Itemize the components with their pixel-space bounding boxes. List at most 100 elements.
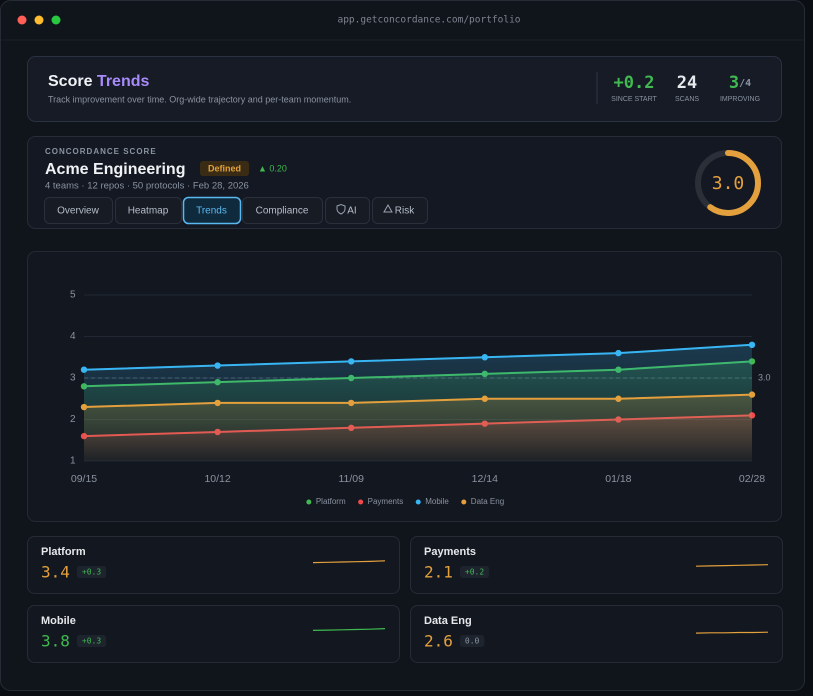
org-meta: 4 teams · 12 repos · 50 protocols · Feb …: [45, 181, 249, 192]
tab-label: Compliance: [256, 206, 309, 217]
stat-number: +0.2: [614, 73, 655, 93]
chart: 1 2 3 4 5 3.0 09/15 10/12 11/09 12/14 01/18 02/28 Pl…: [70, 290, 771, 506]
stat-value: +0.2: [614, 73, 655, 93]
x-tick-label: 02/28: [739, 473, 765, 485]
legend-swatch: [415, 499, 421, 505]
stat-label: SINCE START: [611, 96, 657, 103]
team-card[interactable]: [410, 536, 783, 594]
tab[interactable]: [182, 196, 242, 225]
stat-suffix: /4: [739, 78, 751, 89]
legend-swatch: [358, 499, 364, 505]
tab-label: AI: [347, 206, 356, 217]
score-ring: [695, 150, 761, 216]
reference-label: 3.0: [758, 372, 771, 382]
series-point: [481, 354, 488, 361]
team-delta-badge: [76, 635, 107, 647]
team-name: Data Eng: [424, 615, 472, 627]
series-point: [615, 349, 622, 357]
close-dot[interactable]: [17, 15, 27, 25]
stat-label: SCANS: [675, 96, 699, 103]
tab[interactable]: [242, 197, 323, 224]
x-tick-label: 12/14: [472, 473, 498, 485]
y-tick-label: 1: [70, 456, 76, 467]
y-tick-label: 5: [70, 290, 76, 301]
team-delta: 0.0: [465, 637, 480, 646]
team-score: 2.6: [424, 632, 453, 651]
tab[interactable]: [325, 197, 370, 224]
legend-label: Platform: [316, 497, 346, 506]
team-name: Payments: [424, 546, 476, 558]
series-point: [80, 403, 88, 411]
series-point: [214, 399, 221, 407]
org-delta: ▲ 0.20: [258, 163, 287, 173]
header-subtitle: Track improvement over time. Org-wide tr…: [48, 94, 351, 104]
team-card[interactable]: [410, 605, 783, 663]
x-tick-label: 11/09: [338, 473, 364, 485]
stat-value: 3/4: [729, 73, 751, 93]
team-sparkline: [695, 631, 769, 634]
header-card: [27, 56, 782, 122]
team-name: Mobile: [41, 615, 76, 627]
team-delta: +0.2: [465, 568, 484, 577]
legend-label: Data Eng: [471, 497, 504, 506]
org-badge: [200, 161, 249, 176]
tab[interactable]: [44, 197, 113, 224]
team-delta-badge: [459, 566, 490, 578]
series-point: [214, 362, 221, 369]
team-sparkline: [695, 564, 769, 567]
tab-icon-shield: [336, 203, 346, 215]
url: app.getconcordance.com/portfolio: [337, 15, 520, 26]
x-tick-label: 01/18: [605, 473, 631, 485]
tab-label: Risk: [395, 206, 415, 217]
team-card[interactable]: [27, 536, 400, 594]
series-point: [348, 358, 355, 365]
team-card[interactable]: [27, 605, 400, 663]
minimize-dot[interactable]: [34, 15, 44, 25]
header-title: Score Trends: [48, 73, 149, 90]
zoom-dot[interactable]: [51, 15, 61, 25]
x-tick-label: 10/12: [204, 473, 230, 485]
tab-label: Heatmap: [128, 206, 169, 217]
team-delta: +0.3: [82, 637, 101, 646]
org-eyebrow: CONCORDANCE SCORE: [45, 147, 157, 156]
stat-number: 3: [729, 73, 739, 93]
series-point: [348, 399, 355, 407]
team-sparkline: [312, 560, 386, 564]
stat-label: IMPROVING: [720, 96, 760, 103]
legend-swatch: [306, 499, 312, 505]
series-point: [748, 391, 756, 398]
legend-label: Payments: [368, 497, 404, 506]
y-tick-label: 3: [70, 373, 76, 384]
series-line: [83, 343, 753, 371]
org-name: Acme Engineering: [45, 161, 185, 178]
series-line: [83, 393, 753, 409]
team-delta: +0.3: [82, 568, 101, 577]
stat-number: 24: [677, 73, 697, 93]
x-tick-label: 09/15: [71, 473, 97, 485]
stat-value: 24: [677, 73, 697, 93]
y-tick-label: 2: [70, 414, 76, 425]
series-point: [481, 395, 488, 402]
tab-label: Overview: [57, 206, 99, 217]
tab[interactable]: [372, 197, 428, 224]
series-point: [615, 395, 622, 402]
team-score: 3.4: [41, 563, 70, 582]
team-delta-badge: [459, 635, 485, 647]
tab-icon-warning: [383, 203, 393, 213]
team-score: 3.8: [41, 632, 70, 651]
team-score: 2.1: [424, 563, 453, 582]
series-point: [80, 366, 88, 373]
tab-label: Trends: [196, 206, 227, 217]
series-point: [748, 341, 756, 348]
legend-label: Mobile: [425, 497, 449, 506]
tab[interactable]: [115, 197, 182, 224]
team-delta-badge: [76, 566, 107, 578]
score-value: 3.0: [712, 173, 745, 194]
legend-swatch: [461, 499, 467, 505]
y-tick-label: 4: [70, 331, 76, 342]
series-area: [84, 394, 752, 461]
team-sparkline: [312, 628, 386, 631]
team-name: Platform: [41, 546, 86, 558]
org-badge-text: Defined: [208, 163, 241, 173]
